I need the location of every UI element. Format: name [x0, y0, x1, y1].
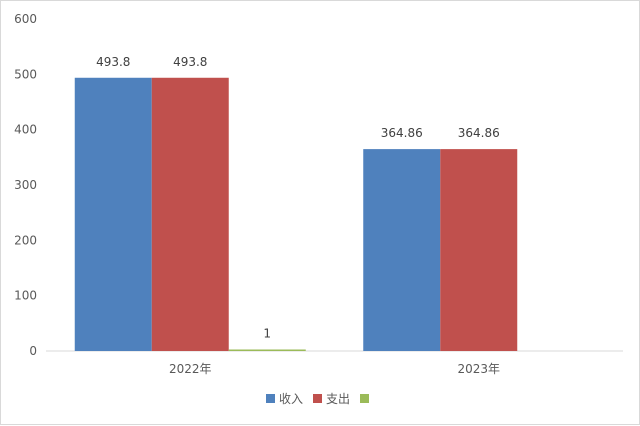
legend-label: 支出: [326, 392, 350, 406]
bar: [363, 149, 441, 351]
y-tick-label: 400: [14, 123, 37, 137]
data-label: 1: [263, 327, 271, 341]
y-tick-label: 600: [14, 12, 37, 26]
y-tick-label: 300: [14, 178, 37, 192]
bar: [228, 349, 306, 351]
legend-label: 收入: [279, 392, 303, 406]
data-label: 493.8: [173, 55, 207, 69]
data-label: 364.86: [381, 126, 423, 140]
x-tick-label: 2023年: [457, 362, 500, 376]
y-tick-label: 500: [14, 67, 37, 81]
data-label: 364.86: [458, 126, 500, 140]
y-tick-label: 0: [29, 344, 37, 358]
y-tick-label: 100: [14, 289, 37, 303]
data-label: 493.8: [96, 55, 130, 69]
legend-swatch: [266, 394, 275, 403]
legend-swatch: [313, 394, 322, 403]
bar: [151, 77, 229, 351]
bar: [440, 149, 518, 351]
legend-swatch: [360, 394, 369, 403]
x-tick-label: 2022年: [169, 362, 212, 376]
bar: [74, 77, 152, 351]
y-tick-label: 200: [14, 233, 37, 247]
